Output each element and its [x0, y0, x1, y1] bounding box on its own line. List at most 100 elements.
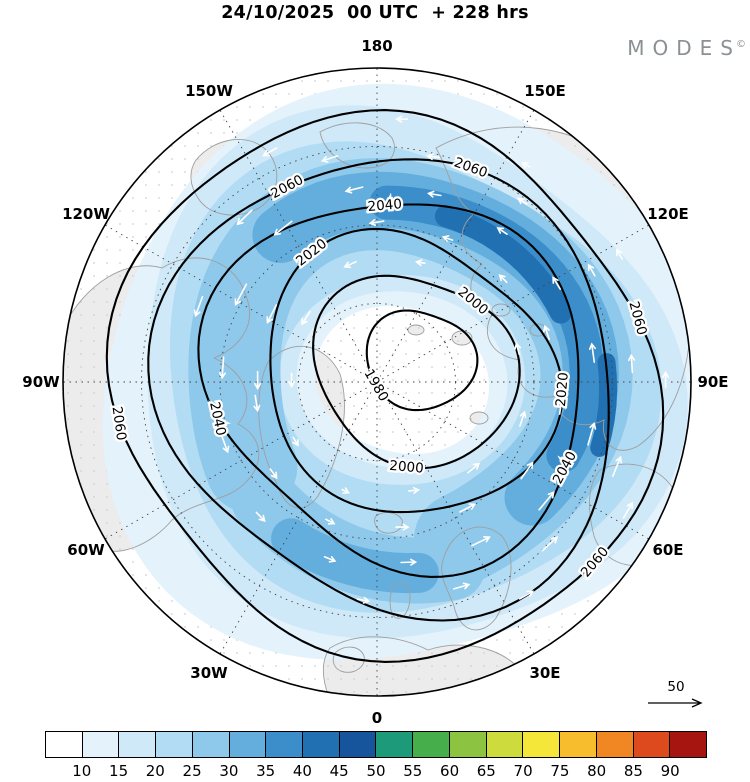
- wind-arrow: [521, 162, 531, 169]
- colorbar-tick-label: 35: [256, 762, 276, 780]
- wind-arrow: [662, 370, 670, 389]
- lon-label: 180: [361, 37, 392, 55]
- graticule-line: [219, 381, 378, 655]
- contour-label: 2020: [553, 372, 572, 408]
- wind-arrow: [323, 555, 337, 563]
- colorbar-swatch: [670, 732, 706, 757]
- wind-arrow: [234, 283, 248, 306]
- coastline: [319, 122, 395, 169]
- map-boundary-circle: [62, 67, 692, 697]
- lon-label: 90W: [22, 373, 60, 391]
- wind-arrow: [255, 511, 266, 523]
- wind-arrow: [221, 436, 230, 454]
- modes-logo: MODES©: [627, 36, 746, 60]
- colorbar-swatch: [560, 732, 597, 757]
- colorbar-tick-label: 20: [145, 762, 165, 780]
- colorbar-swatch: [192, 732, 230, 757]
- coastline: [332, 646, 365, 673]
- wind-arrow: [254, 370, 262, 390]
- lon-label: 90E: [697, 373, 728, 391]
- colorbar-swatch: [303, 732, 340, 757]
- coastline: [441, 526, 512, 631]
- wind-arrows: [193, 115, 670, 604]
- wind-arrow: [344, 186, 364, 194]
- colorbar-swatch: [376, 732, 414, 757]
- wind-arrow: [395, 115, 409, 123]
- coastline: [491, 303, 511, 317]
- colorbar-swatch: [486, 732, 524, 757]
- wind-arrow: [471, 295, 479, 303]
- wind-speed-shading: [102, 83, 691, 660]
- colorbar-tick-label: 40: [292, 762, 312, 780]
- shading-band: [271, 518, 439, 594]
- colorbar-swatches: [45, 731, 707, 758]
- coastline: [469, 411, 489, 425]
- coastline: [407, 324, 425, 336]
- colorbar-swatch: [266, 732, 304, 757]
- coastline: [322, 636, 538, 696]
- lon-label: 120W: [62, 205, 110, 223]
- wind-arrow: [407, 486, 421, 494]
- colorbar-tick-label: 75: [550, 762, 570, 780]
- lon-label: 0: [372, 709, 382, 727]
- wind-arrow: [441, 235, 454, 242]
- coastline: [451, 330, 473, 346]
- colorbar-tick-label: 15: [109, 762, 129, 780]
- height-contours: [105, 109, 665, 663]
- colorbar-tick-label: 10: [72, 762, 92, 780]
- graticule-line: [376, 381, 650, 540]
- colorbar-swatch: [82, 732, 120, 757]
- wind-arrow: [453, 582, 471, 590]
- coastline: [374, 512, 403, 534]
- wind-arrow: [288, 372, 296, 389]
- colorbar-swatch: [633, 732, 671, 757]
- height-contour: [105, 109, 665, 663]
- wind-arrow: [301, 310, 311, 326]
- colorbar-tick-label: 85: [623, 762, 643, 780]
- lon-label: 120E: [647, 205, 689, 223]
- wind-arrow: [414, 259, 426, 267]
- colorbar-tick-label: 70: [513, 762, 533, 780]
- lon-label: 150E: [524, 82, 566, 100]
- wind-arrow: [400, 558, 418, 566]
- wind-arrow: [269, 468, 278, 480]
- wind-arrow: [467, 462, 481, 474]
- contour-label: 2040: [367, 196, 403, 215]
- colorbar-tick-label: 30: [219, 762, 239, 780]
- lon-label: 60W: [67, 541, 105, 559]
- longitude-labels: 180 150W 150E 120W 120E 90W 90E 60W 60E 30W 30E 0: [22, 37, 728, 727]
- colorbar-tick-label: 60: [440, 762, 460, 780]
- wind-arrow: [628, 353, 636, 374]
- wind-arrow: [262, 147, 278, 157]
- colorbar-swatch: [46, 732, 83, 757]
- wind-arrow: [325, 518, 336, 525]
- colorbar-swatch: [229, 732, 267, 757]
- graticule-line: [104, 224, 378, 383]
- contour-label: 2000: [389, 458, 425, 477]
- height-contour: [197, 203, 580, 578]
- colorbar-tick-label: 55: [403, 762, 423, 780]
- wind-arrow: [343, 260, 357, 269]
- wind-arrow: [498, 274, 508, 284]
- wind-arrow: [519, 410, 527, 427]
- wind-arrow: [193, 295, 204, 318]
- colorbar-swatch: [339, 732, 377, 757]
- colorbar-tick-label: 65: [476, 762, 496, 780]
- wind-arrow: [587, 421, 597, 446]
- wind-arrow: [427, 190, 442, 198]
- reference-arrow-label: 50: [667, 679, 684, 695]
- wind-arrow: [520, 461, 534, 480]
- wind-arrow: [514, 342, 522, 356]
- colorbar-swatch: [413, 732, 450, 757]
- colorbar-swatch: [523, 732, 561, 757]
- wind-arrow: [218, 356, 226, 380]
- lon-label: 30E: [529, 664, 560, 682]
- wind-arrow: [356, 596, 371, 604]
- wind-arrow: [622, 501, 633, 519]
- lon-label: 30W: [190, 664, 228, 682]
- colorbar-tick-label: 25: [182, 762, 202, 780]
- height-contour: [365, 309, 479, 412]
- wind-arrow: [320, 155, 339, 163]
- graticule-line: [376, 109, 535, 383]
- colorbar-tick-labels: 10 15 20 25 30 35 40 45 50 55 60 65 70 75 80 85 90: [45, 758, 707, 780]
